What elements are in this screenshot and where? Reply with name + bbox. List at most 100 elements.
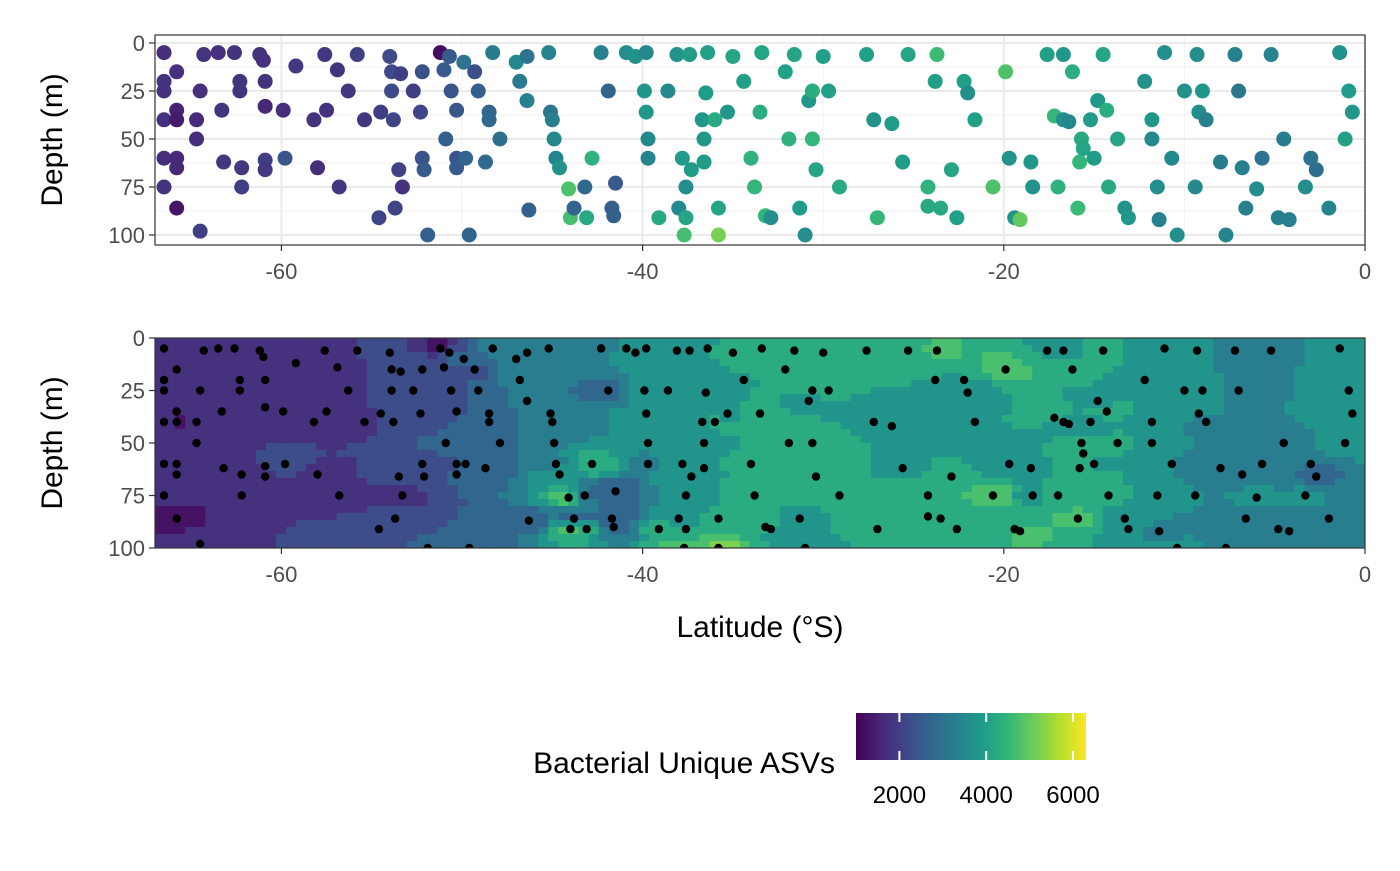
contour-cell [356,471,368,479]
data-point [1082,112,1098,128]
contour-cell [1012,422,1023,430]
contour-cell [1112,366,1124,374]
contour-cell [507,478,519,486]
contour-cell [770,401,781,409]
contour-cell [467,492,479,500]
contour-cell [407,415,418,423]
contour-cell [1062,471,1074,479]
contour-cell [467,520,479,528]
contour-cell [830,408,842,416]
contour-cell [1284,506,1296,514]
contour-cell [205,422,217,430]
contour-cell [276,478,287,486]
contour-cell [921,541,933,548]
contour-cell [961,443,973,451]
contour-cell [1304,471,1316,479]
contour-cell [356,345,368,353]
contour-cell [800,338,812,346]
contour-cell [739,422,751,430]
contour-cell [276,366,287,374]
contour-cell [1052,464,1064,472]
sample-point [643,459,653,469]
contour-cell [528,471,539,479]
contour-cell [598,499,610,507]
contour-cell [578,520,590,528]
contour-cell [306,401,317,409]
contour-cell [1334,366,1346,374]
contour-cell [729,471,741,479]
contour-cell [1244,457,1255,465]
contour-cell [336,464,348,472]
contour-cell [1284,387,1296,395]
contour-cell [790,499,801,507]
contour-cell [810,380,822,388]
contour-cell [225,401,237,409]
contour-cell [155,373,166,381]
contour-cell [427,513,438,521]
contour-cell [175,492,186,500]
contour-cell [185,450,196,458]
contour-cell [790,366,801,374]
contour-cell [1344,443,1356,451]
data-point [470,83,486,99]
sample-point [436,344,445,353]
contour-cell [1173,401,1185,409]
contour-cell [1052,471,1064,479]
sample-point [445,348,454,357]
contour-cell [447,527,459,535]
contour-cell [286,401,297,409]
contour-cell [881,373,892,381]
contour-cell [790,394,801,402]
contour-cell [961,534,973,542]
contour-cell [265,429,277,437]
contour-cell [1284,436,1296,444]
contour-cell [1133,401,1144,409]
contour-cell [195,380,207,388]
contour-cell [306,506,317,514]
contour-cell [366,380,378,388]
contour-cell [679,464,691,472]
contour-cell [1344,345,1356,353]
contour-cell [165,415,176,423]
contour-cell [709,401,721,409]
sample-point [766,524,776,534]
contour-cell [981,338,993,346]
contour-cell [548,373,559,381]
contour-cell [477,408,489,416]
contour-cell [225,450,237,458]
contour-cell [265,527,277,535]
contour-cell [1264,443,1275,451]
contour-cell [689,408,701,416]
contour-cell [346,401,358,409]
contour-cell [760,443,771,451]
contour-cell [1102,415,1114,423]
contour-cell [830,338,842,346]
contour-cell [296,429,307,437]
sample-point [320,346,329,355]
contour-cell [931,422,943,430]
contour-cell [689,499,701,507]
contour-cell [548,359,559,367]
contour-cell [528,485,539,493]
contour-cell [437,352,449,360]
contour-cell [578,338,590,346]
contour-cell [1052,408,1064,416]
sample-point [237,470,246,479]
contour-cell [276,513,287,521]
contour-cell [649,366,660,374]
contour-cell [699,499,711,507]
contour-cell [1284,520,1296,528]
contour-cell [1294,408,1306,416]
contour-cell [608,443,620,451]
contour-cell [507,527,519,535]
contour-cell [1213,527,1225,535]
contour-cell [1123,457,1134,465]
contour-cell [780,520,791,528]
contour-cell [991,457,1003,465]
contour-cell [1092,429,1104,437]
contour-cell [427,534,438,542]
contour-cell [316,429,328,437]
contour-cell [1294,338,1306,346]
contour-cell [225,520,237,528]
